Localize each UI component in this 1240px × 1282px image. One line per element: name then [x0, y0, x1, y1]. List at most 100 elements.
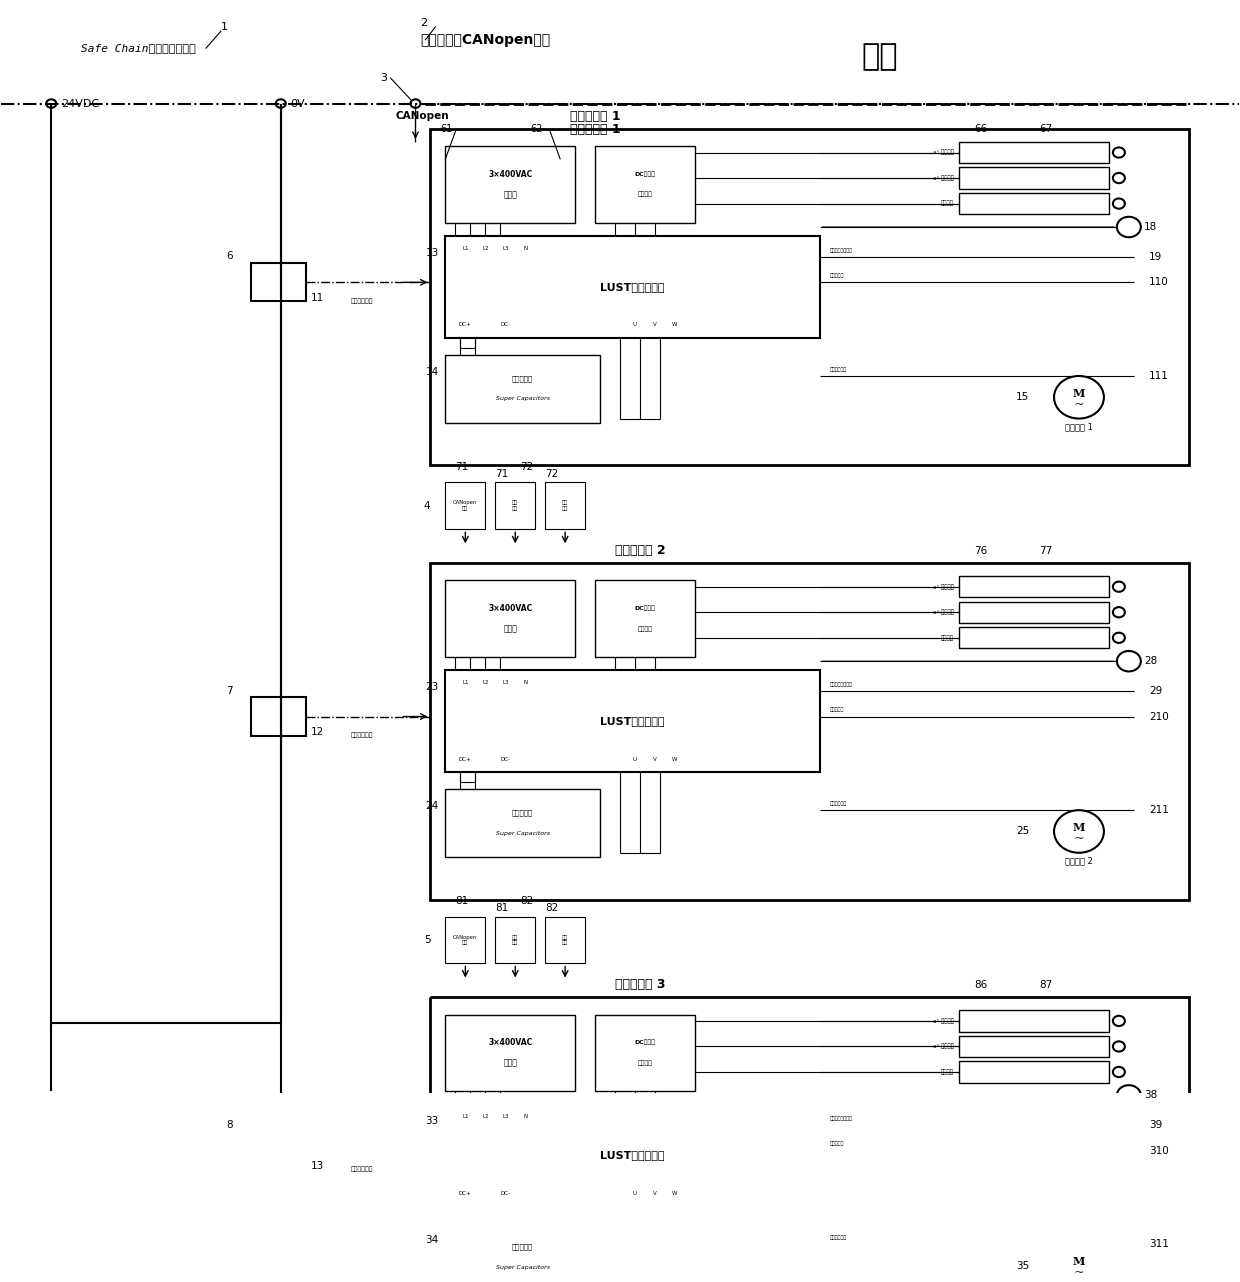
- Text: 轴柜三安全链: 轴柜三安全链: [351, 1167, 373, 1172]
- Text: 电机编码器: 电机编码器: [830, 273, 844, 278]
- Text: 0V: 0V: [290, 99, 305, 109]
- Text: 滑环: 滑环: [861, 42, 898, 72]
- Text: M: M: [1073, 1256, 1085, 1267]
- Circle shape: [1054, 810, 1104, 853]
- Text: 110: 110: [1148, 277, 1168, 287]
- Text: L2: L2: [482, 246, 489, 251]
- Text: 71: 71: [495, 469, 508, 479]
- Text: DC-: DC-: [500, 322, 510, 327]
- Text: 5: 5: [424, 935, 430, 945]
- Text: 72: 72: [521, 462, 533, 472]
- Text: a° 限位开关: a° 限位开关: [934, 1018, 955, 1024]
- Text: 82: 82: [521, 896, 533, 906]
- Text: 急停控制: 急停控制: [941, 635, 955, 641]
- Text: 动力
电源: 动力 电源: [562, 500, 568, 512]
- Text: 39: 39: [1148, 1120, 1162, 1131]
- Text: Super Capacitors: Super Capacitors: [496, 1265, 549, 1270]
- Text: 超级电容组: 超级电容组: [512, 376, 533, 382]
- Text: 动力
电源: 动力 电源: [562, 935, 568, 945]
- Text: W: W: [672, 1191, 677, 1196]
- Bar: [960, 142, 1109, 163]
- Text: 18: 18: [1143, 222, 1157, 232]
- Text: DC制动怨: DC制动怨: [635, 172, 656, 177]
- Text: 主电源: 主电源: [503, 1059, 517, 1068]
- Text: 61: 61: [440, 124, 453, 135]
- Text: 电机动力电网: 电机动力电网: [830, 1235, 847, 1240]
- Text: 电机温度超温保护: 电机温度超温保护: [830, 247, 853, 253]
- Text: 3×400VAC: 3×400VAC: [489, 604, 532, 613]
- Bar: [960, 1010, 1109, 1032]
- Bar: [495, 917, 536, 964]
- Text: 变桨轴控柜 3: 变桨轴控柜 3: [615, 978, 666, 991]
- Bar: [445, 482, 485, 529]
- Text: 72: 72: [546, 469, 558, 479]
- Text: M: M: [1073, 387, 1085, 399]
- Text: U: U: [632, 322, 637, 327]
- Text: V: V: [653, 322, 657, 327]
- Text: 变桨轴控柜 1: 变桨轴控柜 1: [570, 110, 621, 123]
- Text: V: V: [653, 756, 657, 762]
- Bar: [445, 1014, 575, 1091]
- Circle shape: [1054, 376, 1104, 418]
- Text: 66: 66: [975, 124, 987, 135]
- Bar: [546, 482, 585, 529]
- Text: V: V: [653, 1191, 657, 1196]
- Text: 开关电源: 开关电源: [637, 1060, 652, 1065]
- Text: 87: 87: [1039, 979, 1053, 990]
- Text: 29: 29: [1148, 686, 1162, 696]
- Text: 11: 11: [311, 292, 324, 303]
- Text: a° 限位开关: a° 限位开关: [934, 583, 955, 590]
- Text: DC制动怨: DC制动怨: [635, 605, 656, 612]
- Text: 13: 13: [425, 247, 439, 258]
- Text: L3: L3: [502, 679, 508, 685]
- Bar: [546, 917, 585, 964]
- Text: 3×400VAC: 3×400VAC: [489, 1038, 532, 1047]
- Text: DC-: DC-: [500, 1191, 510, 1196]
- Text: L2: L2: [482, 1114, 489, 1119]
- Text: N: N: [523, 679, 527, 685]
- Text: W: W: [672, 756, 677, 762]
- Text: DC+: DC+: [459, 322, 471, 327]
- Text: CANopen
通讯: CANopen 通讯: [454, 935, 477, 945]
- Bar: [250, 1132, 306, 1170]
- Text: CANopen: CANopen: [396, 112, 449, 122]
- Text: L3: L3: [502, 246, 508, 251]
- Text: 3: 3: [381, 73, 388, 83]
- Text: N: N: [523, 246, 527, 251]
- Text: 8: 8: [226, 1119, 233, 1129]
- Text: 急停控制: 急停控制: [941, 1069, 955, 1074]
- Text: a° 限位开关: a° 限位开关: [934, 176, 955, 181]
- Text: DC制动怨: DC制动怨: [635, 1040, 656, 1045]
- Text: 81: 81: [495, 903, 508, 913]
- Bar: [495, 482, 536, 529]
- Bar: [960, 1061, 1109, 1082]
- Text: 7: 7: [226, 686, 233, 696]
- Text: a° 限位开关: a° 限位开关: [934, 150, 955, 155]
- Text: 25: 25: [1016, 827, 1029, 836]
- Bar: [445, 581, 575, 656]
- Text: 信号
电源: 信号 电源: [512, 935, 518, 945]
- Text: 超级电容组: 超级电容组: [512, 1244, 533, 1250]
- Text: 71: 71: [455, 462, 469, 472]
- Text: 310: 310: [1148, 1146, 1168, 1156]
- Text: 15: 15: [1016, 392, 1029, 403]
- Text: L2: L2: [482, 679, 489, 685]
- Text: 13: 13: [311, 1161, 324, 1170]
- Text: 311: 311: [1148, 1240, 1168, 1250]
- Text: 19: 19: [1148, 251, 1162, 262]
- Text: a° 限位开关: a° 限位开关: [934, 609, 955, 615]
- Text: 35: 35: [1016, 1260, 1029, 1270]
- Bar: [960, 1036, 1109, 1058]
- Bar: [445, 146, 575, 223]
- Text: 3×400VAC: 3×400VAC: [489, 169, 532, 178]
- Text: 82: 82: [546, 903, 558, 913]
- Bar: [960, 168, 1109, 188]
- Bar: [430, 997, 1189, 1282]
- Text: 2: 2: [420, 18, 428, 28]
- Text: ~: ~: [1074, 1267, 1084, 1279]
- Text: 电机编码器: 电机编码器: [830, 708, 844, 713]
- Text: 变桨电机 1: 变桨电机 1: [1065, 423, 1092, 432]
- Text: 开关电源: 开关电源: [637, 192, 652, 197]
- Text: N: N: [523, 1114, 527, 1119]
- Text: M: M: [1073, 822, 1085, 833]
